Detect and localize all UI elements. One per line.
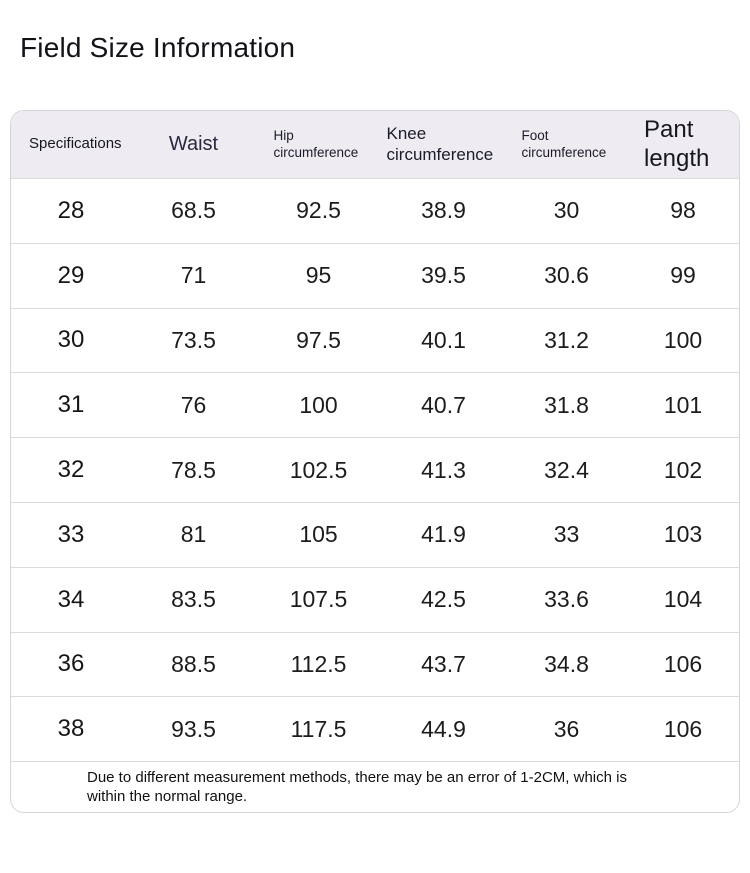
column-header-label: Pant length (644, 116, 710, 172)
cell-hip-circumference: 95 (305, 262, 332, 289)
table-row: 34 83.5 107.5 42.5 33.6 104 (11, 566, 739, 632)
table-footnote: Due to different measurement methods, th… (11, 761, 739, 812)
cell-knee-circumference: 39.5 (421, 262, 466, 289)
cell-waist: 76 (180, 391, 207, 418)
cell-knee-circumference: 41.3 (421, 456, 466, 483)
cell-foot-circumference: 31.2 (544, 326, 589, 353)
cell-pant-length: 98 (670, 197, 696, 224)
cell-foot-circumference: 33.6 (544, 586, 589, 613)
table-row: 36 88.5 112.5 43.7 34.8 106 (11, 631, 739, 697)
page-title: Field Size Information (20, 32, 296, 63)
footnote-text: Due to different measurement methods, th… (87, 768, 627, 806)
cell-hip-circumference: 117.5 (290, 715, 347, 742)
cell-waist: 83.5 (171, 586, 216, 613)
cell-foot-circumference: 31.8 (544, 391, 589, 418)
column-header-waist: Waist (131, 133, 256, 156)
cell-knee-circumference: 44.9 (421, 715, 466, 742)
cell-foot-circumference: 30 (553, 197, 580, 224)
column-header-knee-circumference: Knee circumference (381, 124, 506, 165)
cell-waist: 88.5 (171, 650, 216, 677)
cell-foot-circumference: 32.4 (544, 456, 589, 483)
cell-pant-length: 104 (663, 586, 703, 613)
cell-hip-circumference: 92.5 (296, 197, 341, 224)
cell-knee-circumference: 38.9 (421, 197, 466, 224)
column-header-label: Hip circumference (273, 128, 359, 160)
cell-knee-circumference: 43.7 (421, 650, 466, 677)
column-header-label: Knee circumference (386, 123, 494, 164)
cell-foot-circumference: 33 (553, 521, 580, 548)
cell-waist: 71 (180, 262, 207, 289)
column-header-hip-circumference: Hip circumference (256, 128, 381, 161)
cell-pant-length: 103 (663, 521, 703, 548)
cell-specifications: 34 (57, 585, 85, 613)
cell-waist: 78.5 (171, 456, 216, 483)
cell-foot-circumference: 34.8 (544, 650, 589, 677)
table-body: 28 68.5 92.5 38.9 30 98 29 71 95 39.5 30… (11, 178, 739, 762)
cell-hip-circumference: 102.5 (289, 456, 348, 483)
column-header-foot-circumference: Foot circumference (506, 128, 627, 161)
cell-waist: 68.5 (171, 197, 216, 224)
table-row: 29 71 95 39.5 30.6 99 (11, 242, 739, 308)
cell-pant-length: 106 (663, 650, 703, 677)
cell-hip-circumference: 100 (299, 391, 338, 418)
cell-knee-circumference: 42.5 (421, 586, 466, 613)
cell-specifications: 29 (57, 261, 85, 289)
size-table-card: Specifications Waist Hip circumference K… (10, 110, 740, 813)
cell-knee-circumference: 40.7 (421, 391, 466, 418)
cell-specifications: 31 (57, 391, 85, 419)
table-row: 32 78.5 102.5 41.3 32.4 102 (11, 437, 739, 502)
column-header-label: Foot circumference (521, 128, 607, 160)
cell-foot-circumference: 30.6 (544, 262, 589, 289)
table-row: 38 93.5 117.5 44.9 36 106 (11, 696, 739, 762)
cell-hip-circumference: 97.5 (296, 326, 341, 353)
cell-hip-circumference: 112.5 (290, 650, 347, 677)
cell-specifications: 30 (57, 326, 85, 354)
cell-hip-circumference: 107.5 (289, 586, 348, 613)
cell-pant-length: 106 (663, 715, 703, 742)
column-header-specifications: Specifications (11, 135, 131, 153)
table-header-row: Specifications Waist Hip circumference K… (11, 111, 739, 178)
cell-hip-circumference: 105 (299, 521, 338, 548)
cell-waist: 73.5 (171, 326, 216, 353)
cell-specifications: 32 (57, 456, 85, 484)
table-row: 30 73.5 97.5 40.1 31.2 100 (11, 307, 739, 373)
cell-pant-length: 100 (663, 326, 703, 353)
cell-specifications: 28 (57, 196, 85, 224)
cell-specifications: 36 (57, 650, 85, 678)
cell-knee-circumference: 41.9 (421, 521, 466, 548)
cell-specifications: 33 (57, 520, 85, 548)
cell-knee-circumference: 40.1 (421, 326, 466, 353)
cell-pant-length: 102 (663, 456, 703, 483)
cell-specifications: 38 (57, 715, 85, 743)
column-header-label: Waist (168, 133, 219, 155)
table-row: 33 81 105 41.9 33 103 (11, 501, 739, 567)
table-row: 31 76 100 40.7 31.8 101 (11, 372, 739, 438)
cell-foot-circumference: 36 (553, 715, 580, 742)
table-row: 28 68.5 92.5 38.9 30 98 (11, 178, 739, 243)
cell-pant-length: 101 (663, 391, 703, 418)
cell-waist: 93.5 (171, 715, 216, 742)
column-header-label: Specifications (29, 135, 122, 153)
column-header-pant-length: Pant length (627, 116, 739, 173)
cell-pant-length: 99 (670, 262, 696, 289)
cell-waist: 81 (180, 521, 207, 548)
